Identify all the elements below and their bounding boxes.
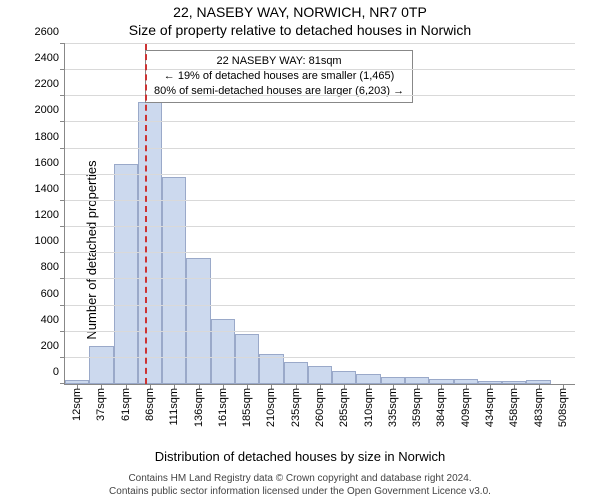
y-tick-label: 1600: [35, 157, 65, 169]
y-tick-mark: [60, 121, 65, 122]
x-tick-label: 185sqm: [241, 388, 253, 427]
x-tick-label: 111sqm: [168, 388, 180, 426]
x-tick-label: 508sqm: [557, 388, 569, 427]
y-tick-mark: [60, 148, 65, 149]
grid-line: [65, 331, 575, 332]
grid-line: [65, 174, 575, 175]
y-tick-label: 1800: [35, 131, 65, 143]
y-tick-mark: [60, 252, 65, 253]
histogram-bar: [186, 258, 210, 384]
y-tick-label: 600: [41, 288, 65, 300]
y-tick-label: 0: [53, 366, 65, 378]
x-tick-label: 310sqm: [363, 388, 375, 427]
x-tick-label: 335sqm: [387, 388, 399, 427]
x-tick-label: 161sqm: [217, 388, 229, 427]
histogram-bar: [308, 366, 332, 384]
y-tick-mark: [60, 278, 65, 279]
y-tick-mark: [60, 43, 65, 44]
x-tick-label: 86sqm: [144, 388, 156, 421]
y-tick-label: 400: [41, 314, 65, 326]
y-tick-label: 1200: [35, 209, 65, 221]
grid-line: [65, 357, 575, 358]
x-tick-label: 210sqm: [265, 388, 277, 427]
histogram-bar: [259, 354, 283, 384]
y-tick-mark: [60, 305, 65, 306]
x-tick-label: 235sqm: [290, 388, 302, 427]
x-tick-label: 359sqm: [411, 388, 423, 427]
histogram-bar: [114, 164, 138, 384]
x-tick-label: 12sqm: [71, 388, 83, 421]
reference-marker-line: [145, 44, 147, 384]
histogram-bar: [211, 319, 235, 384]
grid-line: [65, 148, 575, 149]
x-tick-label: 61sqm: [120, 388, 132, 421]
x-tick-label: 260sqm: [314, 388, 326, 427]
footer-copyright: Contains HM Land Registry data © Crown c…: [0, 473, 600, 484]
x-tick-label: 384sqm: [435, 388, 447, 427]
grid-line: [65, 43, 575, 44]
y-tick-mark: [60, 174, 65, 175]
x-tick-label: 434sqm: [484, 388, 496, 427]
grid-line: [65, 226, 575, 227]
y-tick-label: 2200: [35, 78, 65, 90]
x-tick-label: 483sqm: [533, 388, 545, 427]
y-tick-mark: [60, 226, 65, 227]
grid-line: [65, 252, 575, 253]
histogram-bar: [89, 346, 113, 384]
histogram-bar: [138, 102, 162, 384]
y-tick-mark: [60, 357, 65, 358]
y-tick-mark: [60, 383, 65, 384]
y-tick-label: 200: [41, 340, 65, 352]
grid-line: [65, 305, 575, 306]
x-tick-label: 37sqm: [95, 388, 107, 421]
y-tick-label: 800: [41, 261, 65, 273]
y-tick-label: 1000: [35, 235, 65, 247]
chart-subtitle: Size of property relative to detached ho…: [0, 22, 600, 38]
histogram-bar: [162, 177, 186, 384]
y-tick-label: 2600: [35, 26, 65, 38]
x-tick-label: 136sqm: [193, 388, 205, 427]
y-tick-mark: [60, 200, 65, 201]
y-tick-label: 2400: [35, 52, 65, 64]
grid-line: [65, 278, 575, 279]
x-axis-label: Distribution of detached houses by size …: [0, 449, 600, 464]
plot-area: 22 NASEBY WAY: 81sqm ← 19% of detached h…: [64, 44, 575, 385]
y-tick-mark: [60, 331, 65, 332]
histogram-bar: [235, 334, 259, 384]
histogram-bar: [332, 371, 356, 384]
x-tick-label: 458sqm: [508, 388, 520, 427]
y-tick-label: 1400: [35, 183, 65, 195]
grid-line: [65, 200, 575, 201]
info-line-smaller: ← 19% of detached houses are smaller (1,…: [154, 69, 404, 84]
x-tick-label: 409sqm: [460, 388, 472, 427]
chart-title-address: 22, NASEBY WAY, NORWICH, NR7 0TP: [0, 4, 600, 20]
grid-line: [65, 121, 575, 122]
x-tick-label: 285sqm: [338, 388, 350, 427]
y-tick-mark: [60, 95, 65, 96]
histogram-bar: [356, 374, 380, 384]
grid-line: [65, 69, 575, 70]
y-tick-mark: [60, 69, 65, 70]
histogram-bar: [284, 362, 308, 384]
footer-licence: Contains public sector information licen…: [0, 486, 600, 497]
info-line-subject: 22 NASEBY WAY: 81sqm: [154, 54, 404, 69]
y-tick-label: 2000: [35, 104, 65, 116]
property-size-chart: 22, NASEBY WAY, NORWICH, NR7 0TP Size of…: [0, 0, 600, 500]
grid-line: [65, 95, 575, 96]
